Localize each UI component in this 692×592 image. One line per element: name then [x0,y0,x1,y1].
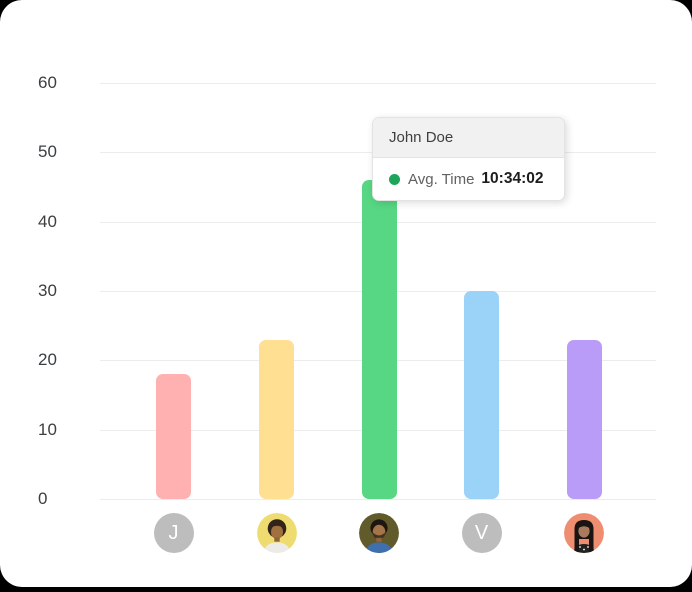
bar-4[interactable] [566,339,602,499]
man-olive-avatar[interactable] [359,513,399,553]
bar-3[interactable] [464,291,499,499]
initial-j-avatar[interactable]: J [153,513,194,553]
avatar-initial: V [474,522,489,544]
initial-v-avatar[interactable]: V [461,513,502,553]
gridline [100,499,656,500]
y-axis-label: 0 [38,489,48,508]
avatar-initial: J [168,522,179,544]
y-axis-label: 50 [38,142,57,162]
man-olive-avatar-photo [359,513,399,553]
y-axis-label: 20 [38,350,57,370]
y-axis-label: 40 [38,211,57,231]
y-axis-label: 30 [38,281,57,300]
woman-yellow-avatar-photo [256,513,297,553]
woman-coral-avatar-photo [564,513,604,553]
series-marker-dot [389,173,400,185]
woman-yellow-avatar[interactable] [256,513,297,553]
chart-tooltip: John Doe Avg. Time 10:34:02 [372,117,565,201]
tooltip-title: John Doe [373,118,564,158]
y-axis-label: 10 [38,419,57,439]
tooltip-series-label: Avg. Time [408,170,475,188]
woman-coral-avatar[interactable] [564,513,604,553]
y-axis-label: 60 [38,73,57,92]
bar-2[interactable] [361,180,397,499]
tooltip-body: Avg. Time 10:34:02 [373,158,564,200]
bar-0[interactable] [156,374,191,499]
bar-1[interactable] [259,339,294,499]
gridline [100,83,656,84]
tooltip-value: 10:34:02 [481,170,544,187]
